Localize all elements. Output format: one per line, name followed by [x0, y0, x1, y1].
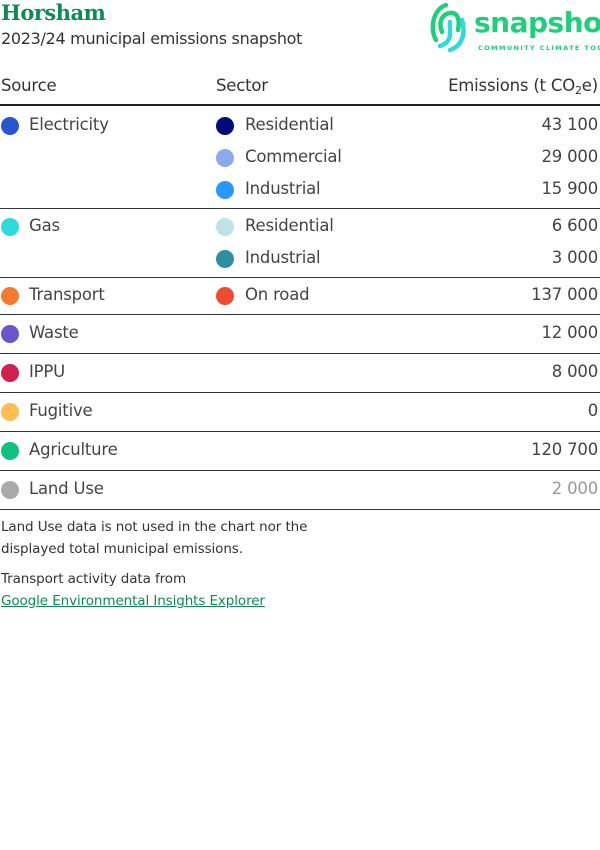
sector-color-dot [216, 181, 234, 199]
emissions-value: 0 [587, 401, 599, 420]
land-use-note-line1: Land Use data is not used in the chart n… [1, 519, 308, 535]
sector-label: Industrial [245, 179, 321, 198]
source-color-dot [1, 364, 19, 382]
row-divider [0, 431, 600, 432]
sector-color-dot [216, 218, 234, 236]
source-label: Waste [29, 323, 79, 342]
transport-note: Transport activity data from Google Envi… [1, 568, 265, 612]
source-label: Agriculture [29, 440, 118, 459]
emissions-value: 12 000 [541, 323, 598, 342]
emissions-value: 6 600 [551, 216, 598, 235]
row-divider [0, 277, 600, 278]
column-header-sector: Sector [216, 76, 268, 95]
column-header-emissions: Emissions (t CO2e) [448, 76, 598, 97]
google-eie-link[interactable]: Google Environmental Insights Explorer [1, 593, 265, 609]
emissions-header-subscript: 2 [574, 84, 582, 97]
source-color-dot [1, 218, 19, 236]
emissions-header-suffix: e) [581, 76, 598, 95]
transport-note-text: Transport activity data from [1, 571, 187, 587]
land-use-note-line2: displayed total municipal emissions. [1, 541, 243, 557]
emissions-value: 3 000 [551, 248, 598, 267]
column-header-source: Source [1, 76, 57, 95]
snapshot-logo: snapshot COMMUNITY CLIMATE TOOL [428, 0, 600, 54]
source-color-dot [1, 442, 19, 460]
source-color-dot [1, 117, 19, 135]
source-label: Land Use [29, 479, 104, 498]
emissions-header-text: Emissions (t CO [448, 76, 575, 95]
logo-wordmark: snapshot [474, 6, 600, 39]
sector-color-dot [216, 287, 234, 305]
emissions-value: 15 900 [541, 179, 598, 198]
land-use-note: Land Use data is not used in the chart n… [1, 516, 307, 560]
sector-color-dot [216, 117, 234, 135]
source-color-dot [1, 481, 19, 499]
source-label: Transport [29, 285, 105, 304]
sector-label: Commercial [245, 147, 342, 166]
logo-tagline: COMMUNITY CLIMATE TOOL [478, 44, 600, 52]
source-label: IPPU [29, 362, 66, 381]
sector-label: On road [245, 285, 310, 304]
emissions-value: 2 000 [551, 479, 598, 498]
source-color-dot [1, 325, 19, 343]
row-divider [0, 392, 600, 393]
row-divider [0, 470, 600, 471]
emissions-value: 43 100 [541, 115, 598, 134]
emissions-value: 137 000 [531, 285, 598, 304]
header-divider [0, 104, 600, 106]
emissions-value: 120 700 [531, 440, 598, 459]
page-title: Horsham [1, 0, 106, 25]
sector-color-dot [216, 250, 234, 268]
source-label: Fugitive [29, 401, 93, 420]
sector-label: Residential [245, 115, 334, 134]
sector-label: Industrial [245, 248, 321, 267]
row-divider [0, 314, 600, 315]
page-subtitle: 2023/24 municipal emissions snapshot [1, 29, 303, 48]
sector-label: Residential [245, 216, 334, 235]
row-divider [0, 208, 600, 209]
source-label: Electricity [29, 115, 109, 134]
row-divider [0, 353, 600, 354]
fingerprint-logo-icon [430, 2, 466, 53]
row-divider [0, 509, 600, 510]
emissions-value: 29 000 [541, 147, 598, 166]
emissions-value: 8 000 [551, 362, 598, 381]
source-color-dot [1, 403, 19, 421]
sector-color-dot [216, 149, 234, 167]
source-label: Gas [29, 216, 60, 235]
source-color-dot [1, 287, 19, 305]
